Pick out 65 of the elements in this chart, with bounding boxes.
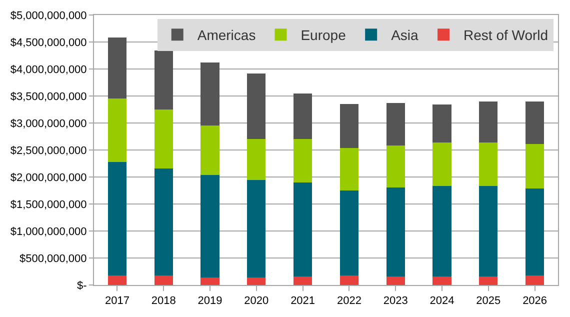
bar [108,162,126,276]
bar [479,186,498,276]
bar [479,276,498,285]
bar [200,174,220,278]
y-tick-label: $1,000,000,000 [10,226,87,238]
bar [200,126,220,175]
bar [200,277,220,285]
bar [108,275,126,285]
legend-label: Rest of World [464,27,548,44]
bar [108,98,126,162]
bar [386,187,405,276]
x-tick-label: 2020 [244,295,269,308]
bar [247,277,266,285]
legend-label: Americas [197,27,256,44]
bar [200,62,220,126]
y-tick-label: $2,000,000,000 [10,172,87,184]
y-tick-label: $500,000,000 [20,252,87,265]
x-tick-label: 2026 [522,295,548,308]
y-tick-label: $1,500,000,000 [10,198,87,211]
y-tick-label: $4,000,000,000 [10,64,87,76]
x-tick-label: 2024 [430,295,454,308]
bar [526,275,544,285]
bar [340,104,358,148]
x-tick-label: 2023 [383,295,408,308]
bar [386,276,405,285]
y-tick-label: $3,500,000,000 [10,90,87,103]
legend-label: Asia [391,27,419,44]
bar [294,182,312,276]
bar [340,190,358,276]
x-tick-label: 2021 [290,295,316,308]
bar [386,103,405,146]
bar [154,110,173,168]
y-tick-label: $3,000,000,000 [10,118,87,130]
bar [432,186,452,276]
bar [526,188,544,276]
x-tick-label: 2019 [198,295,222,308]
x-tick-label: 2025 [476,295,501,308]
y-tick-label: $4,500,000,000 [10,36,87,49]
bar [154,275,173,285]
bar [479,142,498,186]
y-tick-label: $5,000,000,000 [10,10,87,22]
bar [386,146,405,188]
bar [432,104,452,142]
bar [108,38,126,99]
bar [526,101,544,144]
bar [294,93,312,140]
y-tick-label: $- [77,280,88,292]
y-tick-label: $2,500,000,000 [10,144,87,157]
bar [154,168,173,276]
legend-label: Europe [300,27,346,44]
bar [294,276,312,285]
bar [154,50,173,110]
bar [432,276,452,285]
bar [432,142,452,186]
bar [247,180,266,278]
bar [247,139,266,180]
bar [340,275,358,285]
bar [247,73,266,140]
x-tick-label: 2018 [151,295,176,308]
x-tick-label: 2022 [336,295,362,308]
bar [340,148,358,190]
x-tick-label: 2017 [104,295,130,308]
bar [479,101,498,142]
bar [526,144,544,188]
bar [294,139,312,182]
